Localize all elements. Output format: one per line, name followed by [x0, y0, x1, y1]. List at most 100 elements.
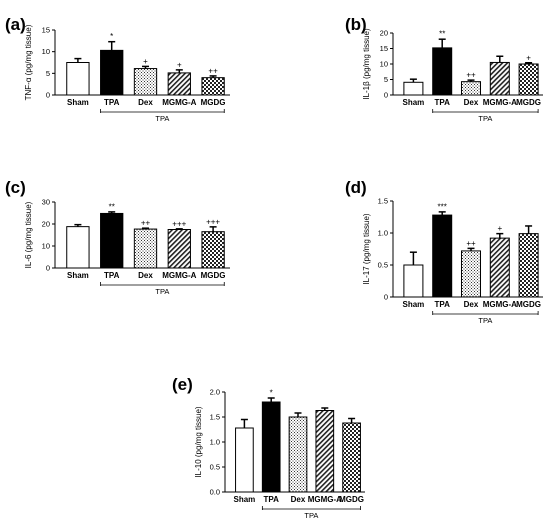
y-axis-label: IL-17 (pg/mg tissue) [362, 213, 371, 284]
bar-sham [66, 226, 90, 269]
bar-mgmg-a [315, 410, 335, 493]
bar-dex [460, 250, 482, 298]
bar-tpa [261, 401, 281, 493]
y-tick-label: 5 [46, 69, 50, 78]
y-tick-label: 0 [384, 293, 388, 302]
chart-panel-c: (c) 0 10 20 30 IL-6 (pg/mg tissue) Sham ** TPA ++… [5, 178, 230, 296]
panel-label: (b) [345, 15, 367, 34]
significance-marker: ++ [466, 239, 476, 248]
category-label: Dex [464, 300, 479, 309]
y-tick-label: 2.0 [210, 388, 220, 397]
panel-label: (a) [5, 15, 26, 34]
significance-marker: *** [438, 202, 447, 211]
significance-marker: ++ [466, 71, 476, 80]
bar-dex [460, 81, 482, 96]
category-label: MGMG-A [162, 271, 196, 280]
significance-marker: +++ [206, 217, 220, 226]
category-label: TPA [104, 98, 120, 107]
bar-mgdg [518, 63, 539, 96]
significance-marker: + [177, 60, 182, 69]
y-tick-label: 30 [42, 198, 50, 207]
category-label: MGMG-A [483, 98, 517, 107]
bar-mgdg [518, 233, 539, 298]
category-label: TPA [104, 271, 120, 280]
bar-mgmg-a [489, 237, 510, 298]
y-axis-label: TNF-α (pg/mg tissue) [24, 24, 33, 100]
y-axis-label: IL-10 (pg/mg tissue) [194, 406, 203, 477]
significance-marker: ++ [141, 219, 151, 228]
significance-marker: ** [109, 202, 115, 211]
category-label: MGMG-A [308, 495, 342, 504]
significance-marker: ++ [208, 66, 218, 75]
bar-mgmg-a [489, 61, 510, 96]
y-tick-label: 15 [42, 26, 50, 35]
category-label: Sham [403, 300, 425, 309]
significance-marker: ** [439, 30, 445, 39]
category-label: Sham [403, 98, 425, 107]
y-tick-label: 1.0 [378, 229, 388, 238]
category-label: TPA [434, 98, 450, 107]
y-tick-label: 0 [46, 264, 50, 273]
panel-label: (e) [172, 375, 193, 394]
chart-panel-b: (b) 0 5 10 15 20 IL-1β (pg/mg tissue) Sham ** TPA… [345, 15, 543, 123]
bar-sham [66, 62, 90, 96]
bar-sham [235, 427, 254, 493]
panel-label: (c) [5, 178, 26, 197]
y-tick-label: 0.5 [378, 261, 388, 270]
significance-marker: * [110, 32, 113, 41]
bar-tpa [100, 49, 124, 96]
y-tick-label: 5 [384, 75, 388, 84]
chart-panel-e: (e) 0.0 0.5 1.0 1.5 2.0 IL-10 (pg/mg tissue) Sh… [172, 375, 365, 519]
category-label: Dex [291, 495, 306, 504]
y-tick-label: 20 [42, 220, 50, 229]
bar-dex [133, 228, 158, 269]
y-tick-label: 10 [42, 242, 50, 251]
category-label: MGDG [516, 300, 541, 309]
y-tick-label: 20 [380, 29, 388, 38]
bar-sham [403, 81, 424, 96]
category-label: Sham [234, 495, 256, 504]
category-label: Sham [67, 271, 89, 280]
bar-mgmg-a [167, 72, 191, 96]
category-label: Dex [138, 98, 153, 107]
category-label: Sham [67, 98, 89, 107]
bar-dex [288, 416, 308, 493]
bar-sham [403, 264, 424, 298]
y-tick-label: 0 [384, 91, 388, 100]
chart-panel-d: (d) 0 0.5 1.0 1.5 IL-17 (pg/mg tissue) Sham ***… [345, 178, 543, 325]
group-label: TPA [155, 287, 169, 296]
bar-mgmg-a [167, 229, 191, 269]
y-tick-label: 0 [46, 91, 50, 100]
group-label: TPA [478, 114, 492, 123]
y-tick-label: 1.5 [378, 197, 388, 206]
category-label: MGDG [516, 98, 541, 107]
category-label: MGMG-A [483, 300, 517, 309]
group-label: TPA [478, 316, 492, 325]
category-label: Dex [464, 98, 479, 107]
group-label: TPA [304, 511, 318, 519]
category-label: TPA [263, 495, 279, 504]
y-tick-label: 0.0 [210, 488, 220, 497]
bar-mgdg [201, 231, 225, 269]
bar-tpa [100, 212, 124, 269]
bar-dex [133, 68, 158, 96]
bar-mgdg [342, 422, 361, 493]
y-tick-label: 15 [380, 44, 388, 53]
bar-tpa [432, 214, 453, 298]
y-tick-label: 1.0 [210, 438, 220, 447]
bar-tpa [432, 47, 453, 96]
y-tick-label: 10 [380, 60, 388, 69]
group-label: TPA [155, 114, 169, 123]
category-label: TPA [434, 300, 450, 309]
significance-marker: + [526, 53, 531, 62]
category-label: Dex [138, 271, 153, 280]
panel-label: (d) [345, 178, 367, 197]
chart-panel-a: (a) 0 5 10 15 TNF-α (pg/mg tissue) Sham * TPA + De… [5, 15, 230, 123]
y-axis-label: IL-6 (pg/mg tissue) [24, 201, 33, 268]
significance-marker: +++ [172, 219, 186, 228]
category-label: MGDG [339, 495, 364, 504]
category-label: MGMG-A [162, 98, 196, 107]
y-axis-label: IL-1β (pg/mg tissue) [362, 28, 371, 100]
y-tick-label: 10 [42, 47, 50, 56]
